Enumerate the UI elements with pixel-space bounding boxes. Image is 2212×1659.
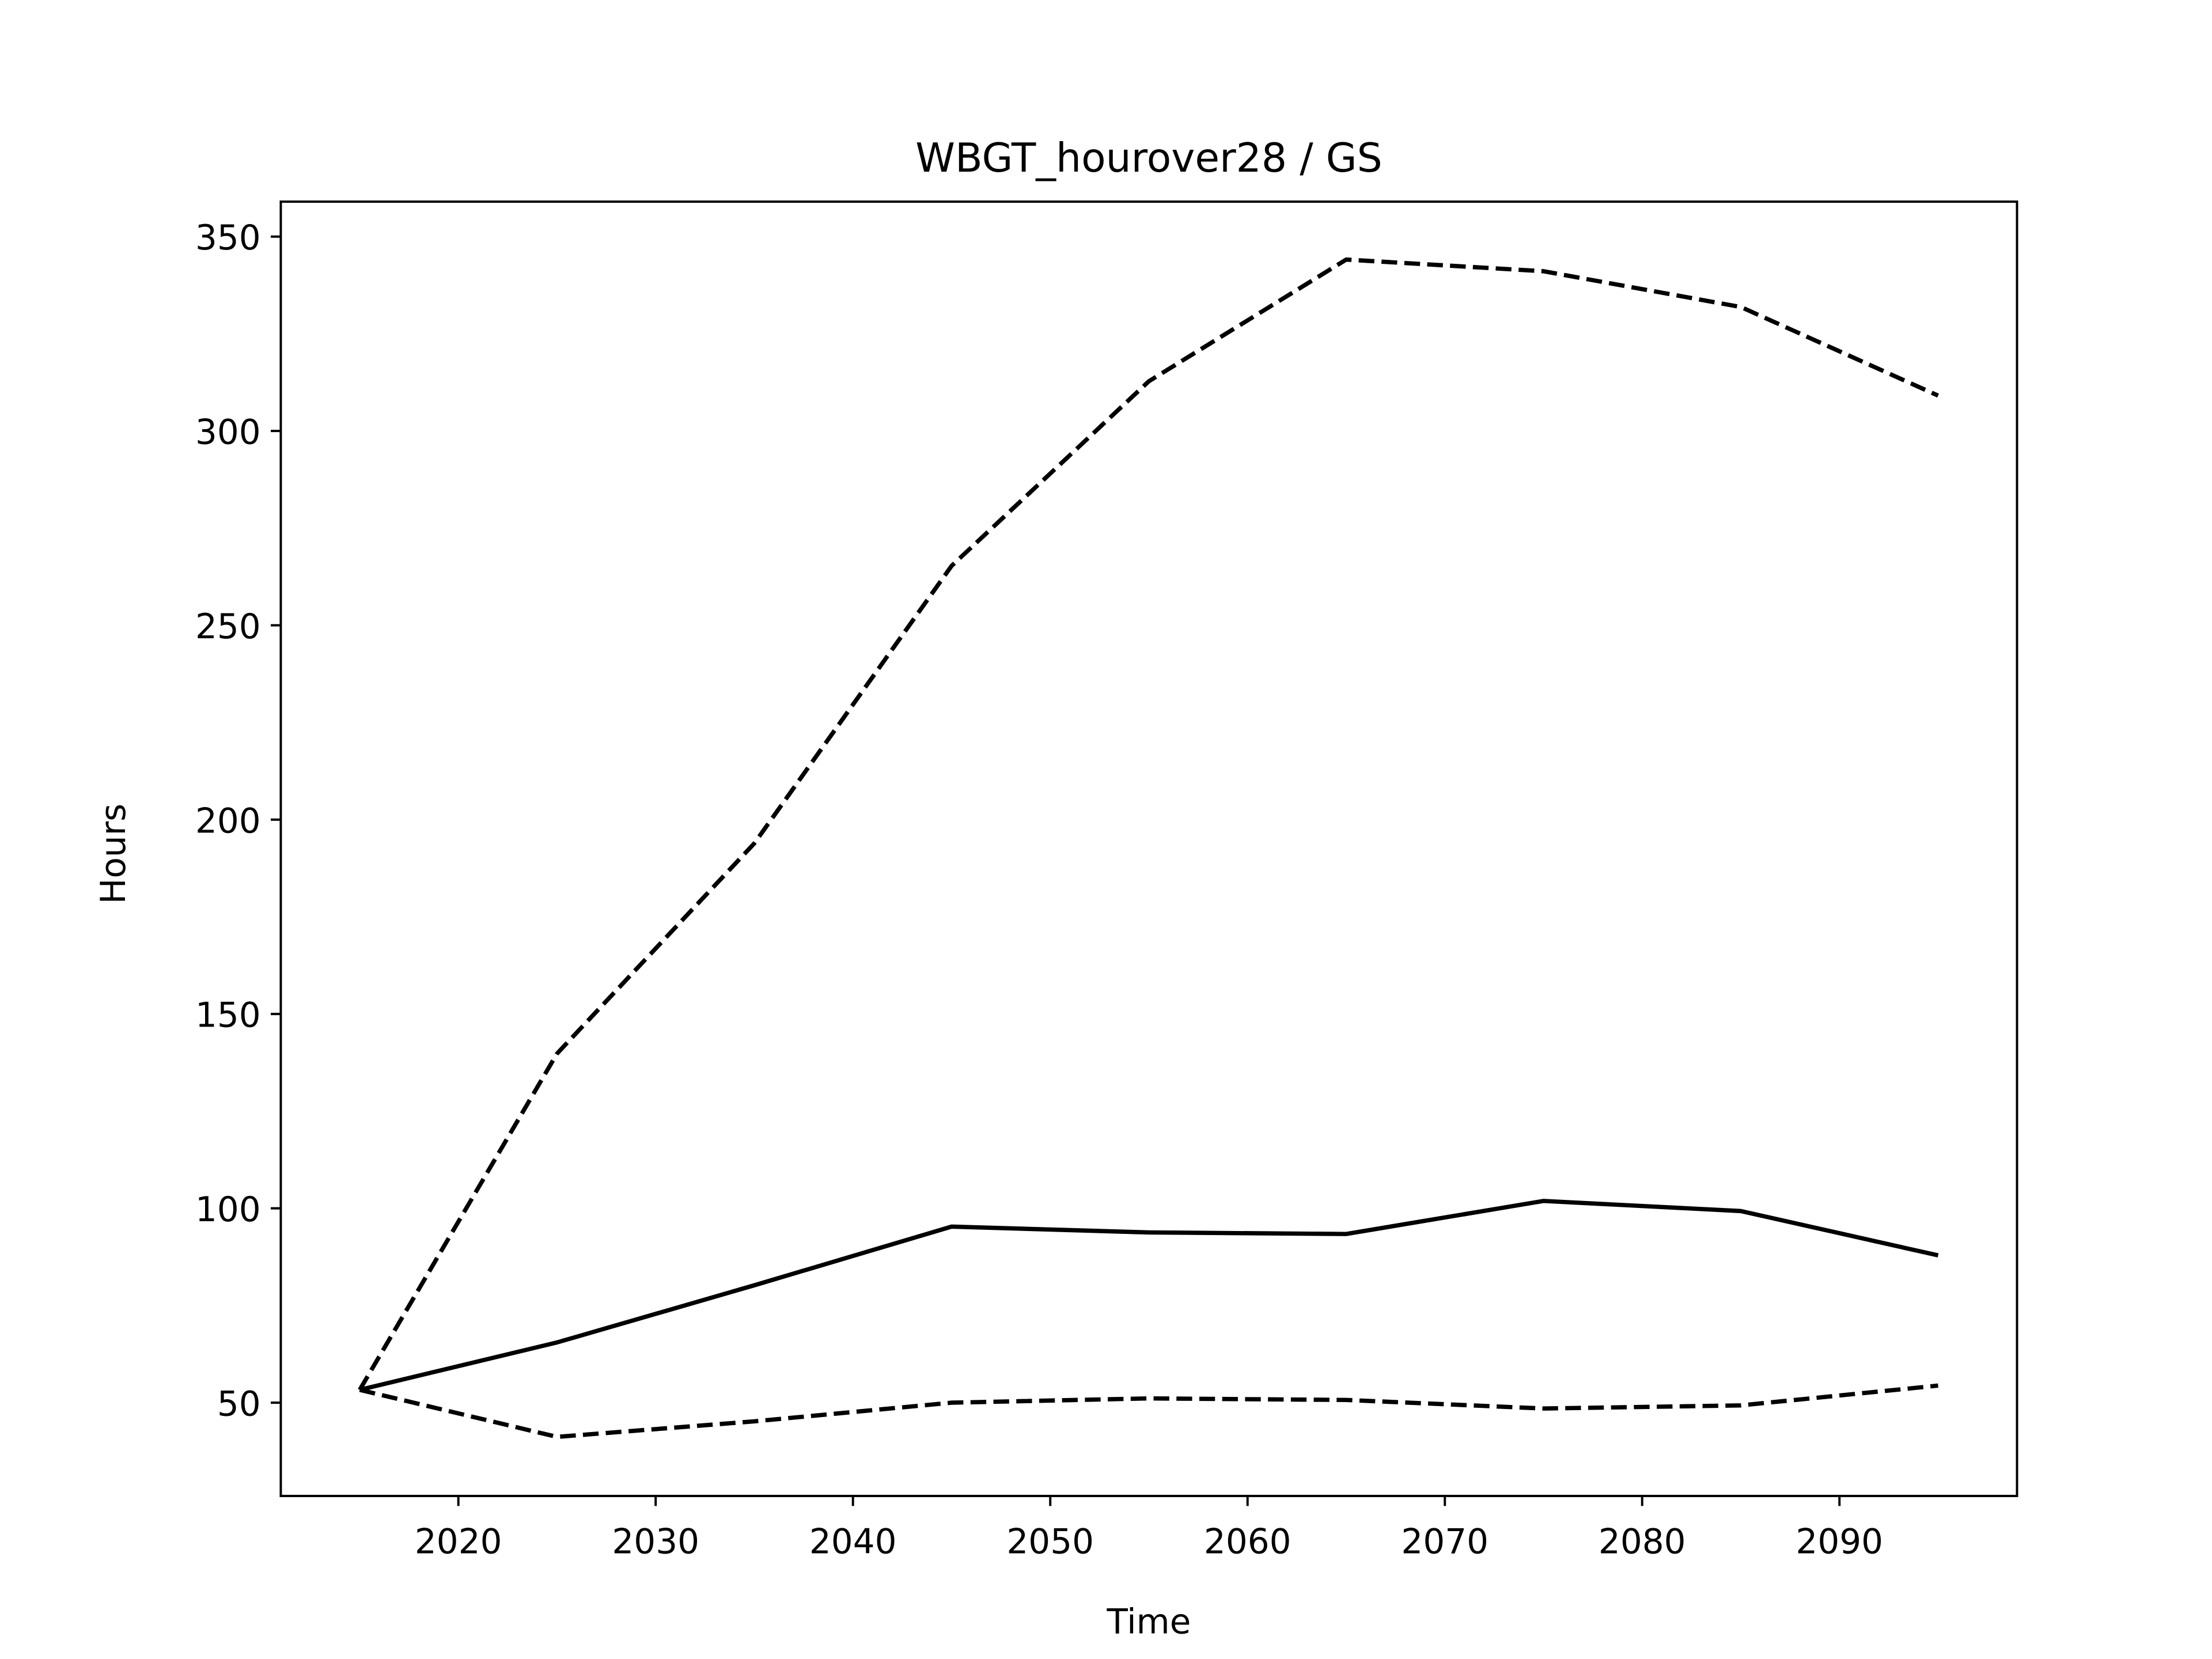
y-tick-label: 50 xyxy=(217,1384,261,1424)
y-tick-label: 300 xyxy=(195,413,261,453)
y-axis-label: Hours xyxy=(94,804,134,904)
x-tick-label: 2080 xyxy=(1599,1522,1686,1562)
x-tick-label: 2040 xyxy=(809,1522,897,1562)
y-tick-label: 150 xyxy=(195,996,261,1036)
y-tick-label: 350 xyxy=(195,218,261,258)
y-tick-label: 100 xyxy=(195,1190,261,1230)
y-tick-label: 200 xyxy=(195,801,261,841)
x-tick-label: 2030 xyxy=(612,1522,699,1562)
series-line-1 xyxy=(358,257,1940,1391)
x-tick-label: 2060 xyxy=(1204,1522,1291,1562)
x-tick-label: 2050 xyxy=(1006,1522,1094,1562)
x-tick-label: 2090 xyxy=(1796,1522,1883,1562)
y-tick-label: 250 xyxy=(195,607,261,647)
x-tick-label: 2070 xyxy=(1401,1522,1488,1562)
series-line-3 xyxy=(359,1383,1938,1440)
series-line-2 xyxy=(359,1199,1939,1392)
plot-area-frame xyxy=(279,200,2018,1497)
x-axis-label: Time xyxy=(1107,1602,1191,1642)
x-tick-label: 2020 xyxy=(415,1522,502,1562)
chart-title: WBGT_hourover28 / GS xyxy=(915,135,1382,181)
